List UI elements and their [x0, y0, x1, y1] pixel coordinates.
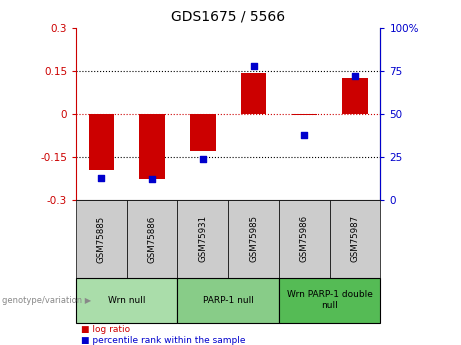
- Text: GSM75886: GSM75886: [148, 215, 157, 263]
- Point: [148, 177, 156, 182]
- Text: genotype/variation ▶: genotype/variation ▶: [2, 296, 92, 305]
- Text: PARP-1 null: PARP-1 null: [203, 296, 254, 305]
- Bar: [89, 114, 114, 170]
- Point: [351, 73, 359, 79]
- Point: [199, 156, 207, 161]
- Text: ■ log ratio: ■ log ratio: [81, 325, 130, 334]
- Bar: [292, 114, 317, 115]
- Title: GDS1675 / 5566: GDS1675 / 5566: [171, 10, 285, 24]
- Text: ■ percentile rank within the sample: ■ percentile rank within the sample: [81, 336, 245, 345]
- Bar: [241, 73, 266, 114]
- Text: Wrn PARP-1 double
null: Wrn PARP-1 double null: [287, 290, 372, 310]
- Bar: [140, 114, 165, 179]
- Text: GSM75885: GSM75885: [97, 215, 106, 263]
- Text: GSM75986: GSM75986: [300, 215, 309, 263]
- Point: [301, 132, 308, 137]
- Bar: [342, 78, 368, 114]
- Bar: [190, 114, 216, 151]
- Text: Wrn null: Wrn null: [108, 296, 146, 305]
- Point: [98, 175, 105, 180]
- Point: [250, 63, 257, 68]
- Text: GSM75985: GSM75985: [249, 215, 258, 263]
- Text: GSM75931: GSM75931: [198, 215, 207, 263]
- Text: GSM75987: GSM75987: [350, 215, 360, 263]
